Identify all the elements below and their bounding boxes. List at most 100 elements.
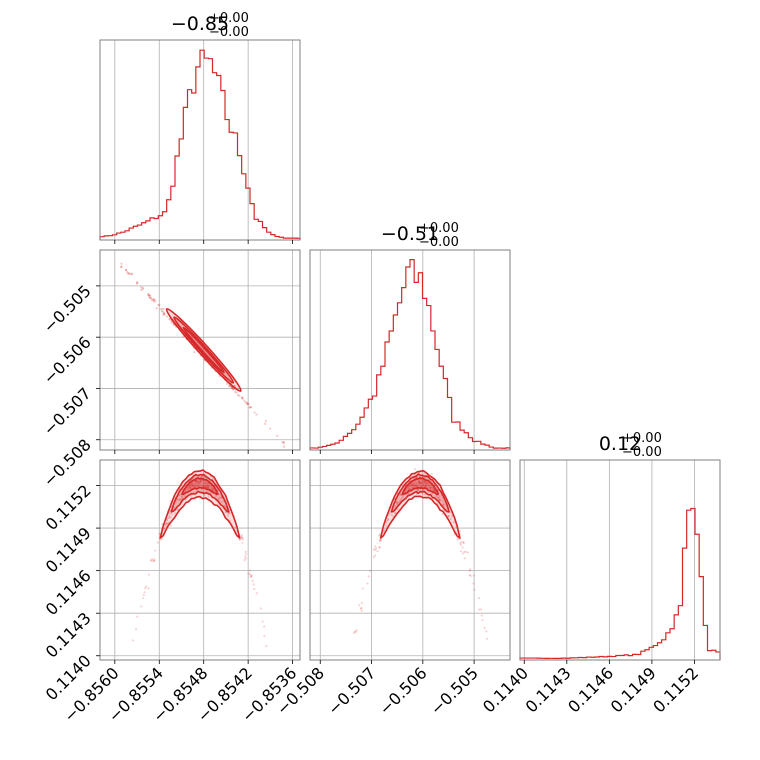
- sample-point: [167, 516, 170, 519]
- x-tick-label-param-2-3: 0.1149: [607, 663, 660, 716]
- sample-point: [472, 582, 475, 585]
- sample-point: [180, 495, 183, 498]
- sample-point: [168, 514, 171, 517]
- sample-point: [163, 312, 166, 315]
- sample-point: [199, 479, 203, 482]
- sample-point: [459, 542, 462, 545]
- density-panel-param-0-vs-1: [96, 239, 301, 454]
- sample-point: [246, 402, 249, 405]
- sample-point: [263, 625, 266, 628]
- sample-point: [230, 386, 234, 389]
- sample-point: [134, 628, 138, 631]
- sample-point: [418, 481, 421, 484]
- sample-point: [379, 539, 382, 542]
- sample-point: [196, 480, 199, 483]
- sample-point: [162, 312, 165, 315]
- sample-point: [192, 485, 196, 488]
- sample-point: [411, 483, 414, 486]
- sample-point: [227, 514, 230, 517]
- sample-point: [425, 481, 429, 484]
- sample-point: [250, 406, 253, 409]
- density-panel-param-1-vs-2: [309, 459, 511, 664]
- sample-point: [140, 285, 143, 289]
- sample-point: [368, 569, 372, 572]
- sample-point: [161, 537, 164, 540]
- sample-point: [424, 481, 427, 484]
- sample-point: [394, 505, 397, 508]
- sample-point: [412, 483, 415, 486]
- sample-point: [96, 239, 98, 241]
- sample-point: [452, 520, 455, 524]
- sample-point: [168, 318, 172, 321]
- sample-point: [385, 524, 388, 527]
- axes-frame: [309, 249, 511, 451]
- sample-point: [203, 494, 206, 497]
- histogram-line: [309, 258, 511, 450]
- sample-point: [407, 487, 410, 490]
- sample-point: [461, 552, 464, 555]
- sample-point: [374, 548, 377, 551]
- sample-point: [401, 496, 404, 500]
- sample-point: [276, 434, 279, 437]
- sample-point: [396, 507, 399, 511]
- sample-point: [153, 300, 156, 303]
- sample-point: [241, 541, 244, 544]
- sample-point: [162, 307, 165, 310]
- sample-point: [385, 521, 388, 524]
- sample-point: [399, 499, 402, 502]
- sample-point: [420, 484, 423, 487]
- contour-level-0: [159, 469, 241, 539]
- sample-point: [211, 477, 214, 480]
- sample-point: [147, 573, 150, 576]
- sample-point: [399, 493, 402, 496]
- sample-point: [192, 485, 195, 488]
- contour-level-2: [401, 477, 439, 496]
- sample-point: [421, 492, 424, 495]
- x-tick-label-param-2-4: 0.1152: [649, 663, 702, 716]
- sample-point: [481, 618, 484, 622]
- sample-point: [352, 631, 356, 634]
- sample-point: [427, 483, 430, 487]
- sample-point: [232, 388, 235, 391]
- sample-point: [462, 541, 465, 544]
- sample-point: [206, 485, 209, 488]
- sample-point: [360, 609, 363, 612]
- contour-level-1: [390, 473, 450, 513]
- sample-point: [136, 615, 139, 618]
- sample-point: [152, 298, 155, 302]
- sample-point: [195, 479, 198, 483]
- sample-point: [211, 488, 215, 491]
- sample-point: [141, 286, 144, 290]
- sample-point: [126, 272, 130, 275]
- sample-point: [388, 512, 391, 515]
- sample-point: [196, 484, 199, 487]
- sample-point: [243, 399, 246, 402]
- sample-point: [366, 582, 369, 585]
- sample-point: [263, 422, 267, 425]
- sample-point: [147, 292, 150, 295]
- sample-point: [149, 294, 152, 297]
- sample-point: [202, 484, 205, 488]
- sample-point: [458, 529, 462, 533]
- sample-point: [214, 494, 218, 497]
- sample-point: [479, 608, 483, 611]
- sample-point: [477, 597, 481, 600]
- sample-point: [192, 483, 195, 486]
- sample-point: [150, 297, 153, 300]
- sample-point: [154, 299, 157, 302]
- sample-point: [355, 629, 358, 632]
- sample-point: [178, 493, 181, 496]
- sample-point: [460, 541, 463, 544]
- sample-point: [157, 303, 160, 306]
- sample-point: [142, 593, 145, 596]
- contour-level-2: [182, 326, 225, 374]
- sample-point: [151, 558, 154, 561]
- sample-point: [431, 487, 434, 490]
- sample-point: [220, 496, 223, 499]
- sample-point: [163, 313, 166, 316]
- title-param-2-plus: +0.00: [622, 431, 662, 446]
- sample-point: [416, 485, 419, 488]
- sample-point: [410, 483, 413, 486]
- sample-point: [423, 493, 426, 496]
- sample-point: [253, 587, 256, 591]
